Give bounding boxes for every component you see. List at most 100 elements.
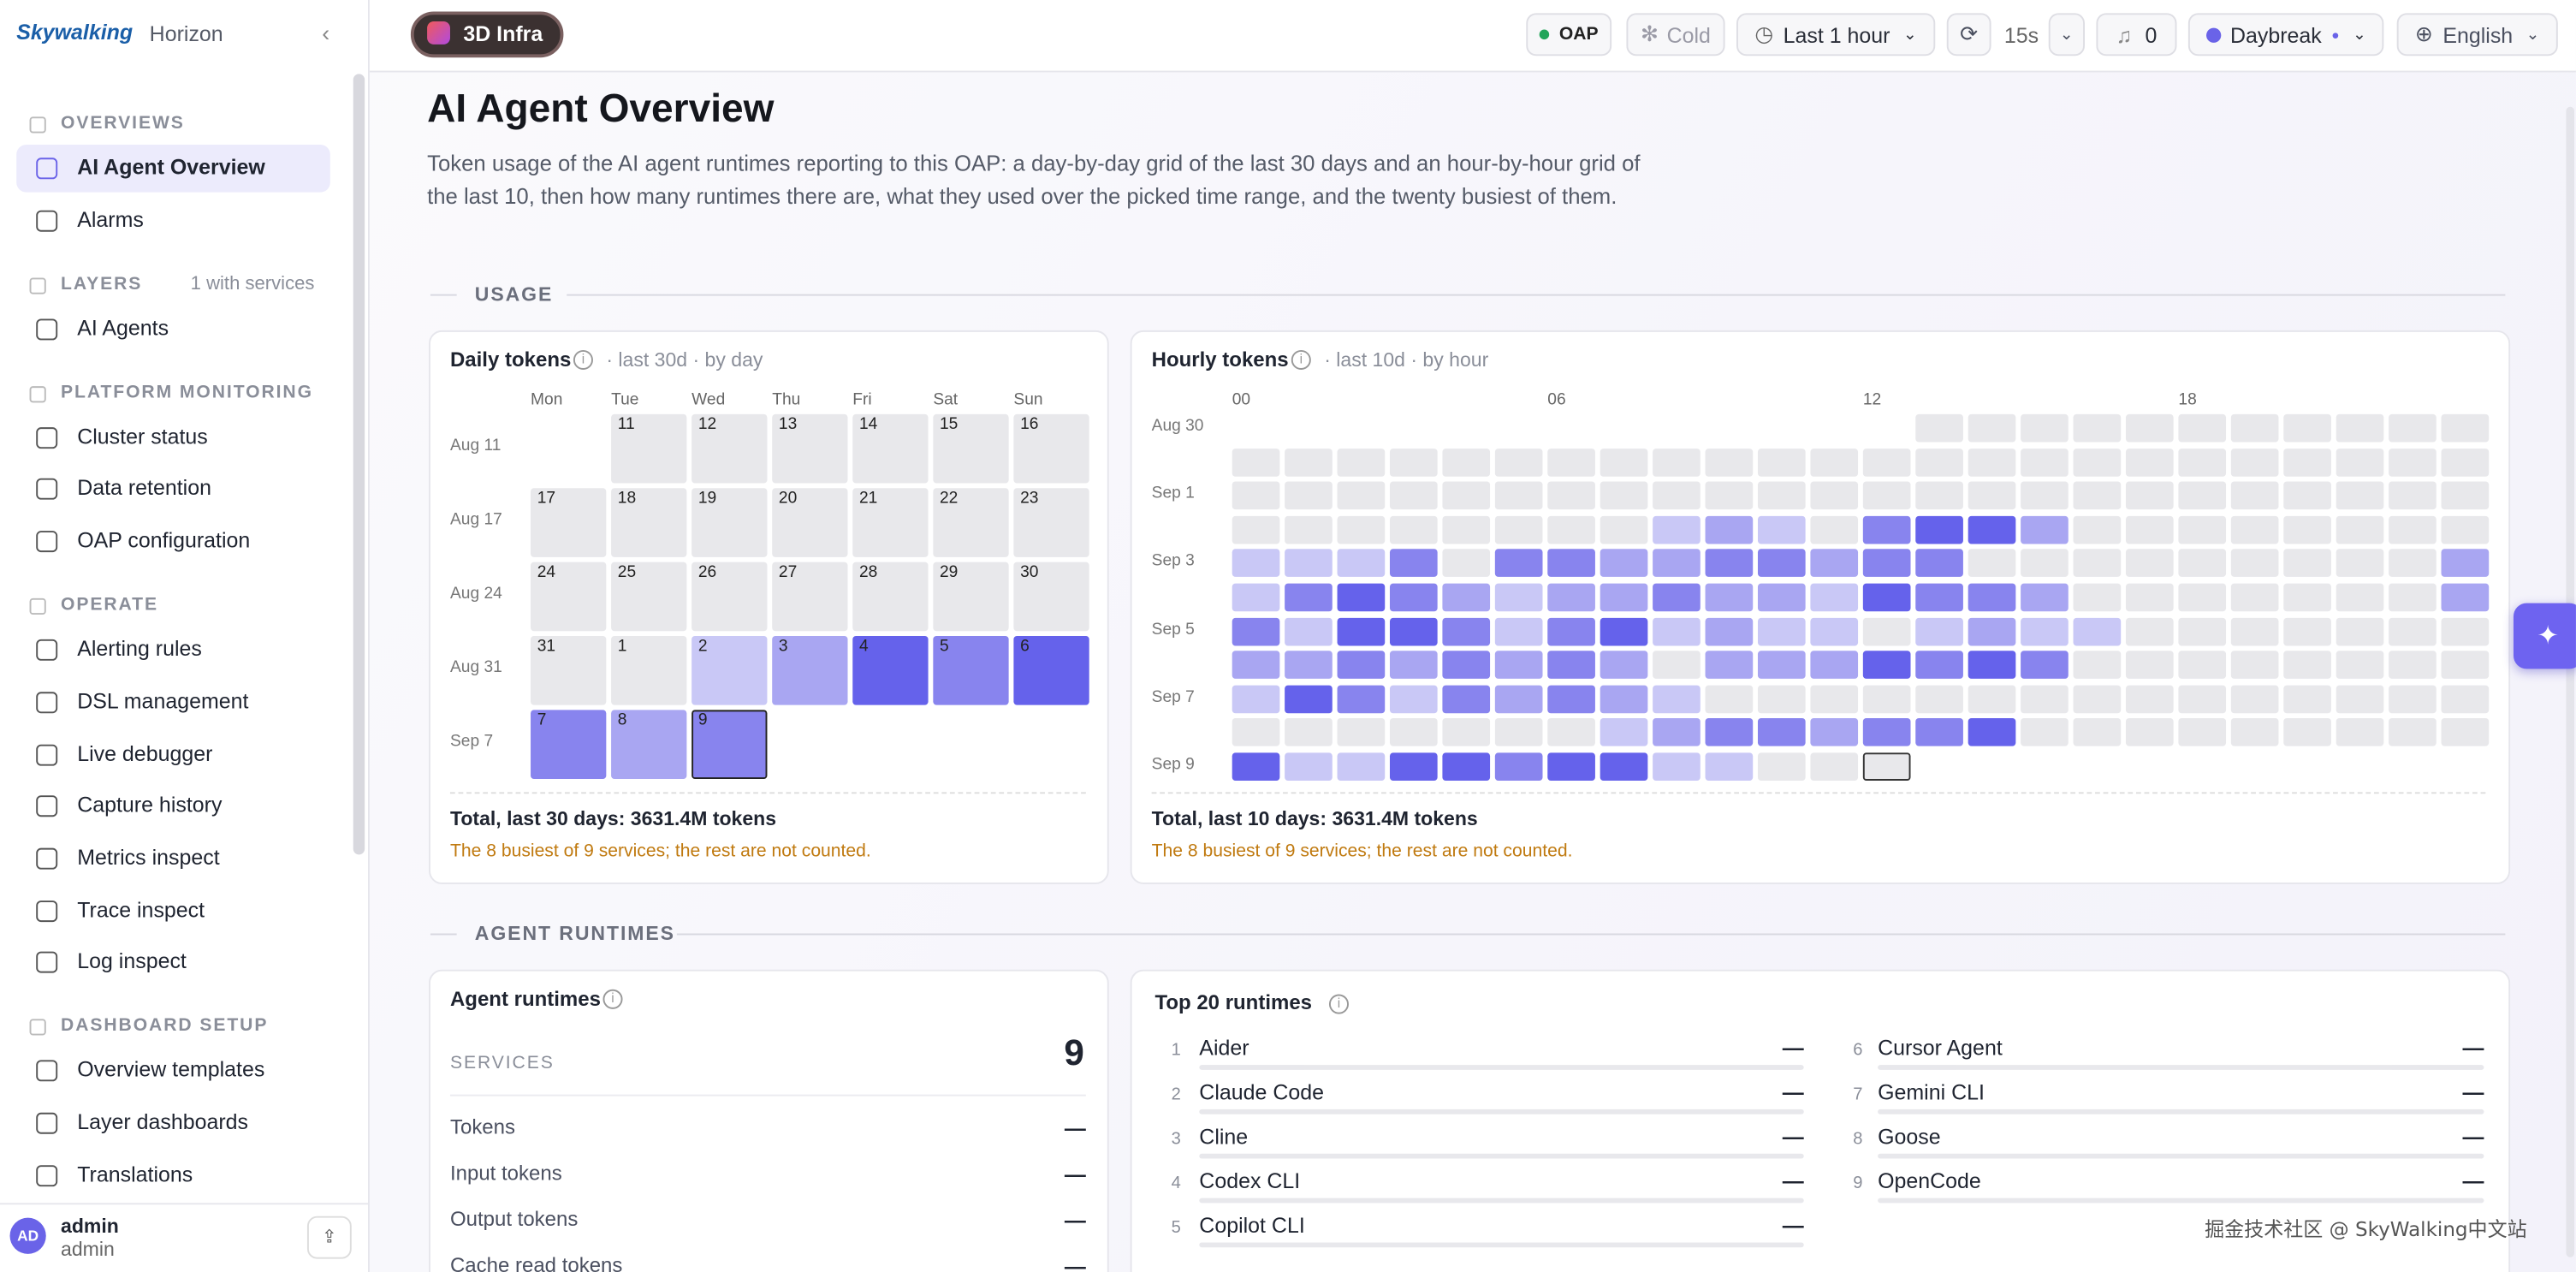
hour-cell [2073, 651, 2122, 680]
hour-cell [1862, 549, 1911, 578]
nav-item[interactable]: Translations [77, 1161, 193, 1186]
nav-item[interactable]: Cluster status [77, 423, 208, 449]
runtime-name[interactable]: Copilot CLI [1199, 1212, 1305, 1238]
nav-item[interactable]: AI Agents [77, 315, 169, 340]
hour-cell [1547, 685, 1595, 713]
nav-item[interactable]: AI Agent Overview [77, 154, 265, 180]
refresh-button[interactable]: ⟳ [1946, 13, 1991, 56]
hour-cell [2389, 413, 2437, 443]
metric-value: — [1064, 1253, 1086, 1272]
runtime-name[interactable]: Aider [1199, 1035, 1249, 1061]
nav-item[interactable]: Log inspect [77, 948, 187, 974]
alerts-count: 0 [2145, 21, 2158, 47]
hour-cell [2230, 413, 2279, 443]
hour-cell [1810, 515, 1859, 544]
day-cell [611, 636, 687, 705]
nav-item[interactable]: Overview templates [77, 1057, 265, 1082]
hour-cell [2178, 617, 2227, 645]
hour-cell [2230, 718, 2279, 747]
runtime-name[interactable]: Goose [1878, 1124, 1941, 1150]
layer-pill[interactable] [410, 11, 564, 58]
hour-cell [1705, 583, 1754, 612]
section-title: USAGE [474, 282, 554, 306]
time-range[interactable]: ◷ Last 1 hour ⌄ [1736, 13, 1936, 56]
nav-item[interactable]: DSL management [77, 688, 249, 713]
logout-button[interactable]: ⇪ [306, 1216, 352, 1259]
hour-cell [1705, 515, 1754, 544]
hour-cell [1337, 583, 1386, 612]
hour-cell [1705, 481, 1754, 510]
card-title: Hourly tokens [1151, 348, 1289, 371]
runtime-name[interactable]: Cline [1199, 1124, 1249, 1150]
hour-cell [1600, 685, 1648, 713]
hour-cell [1494, 583, 1543, 612]
hour-cell [1862, 651, 1911, 680]
item-icon [36, 795, 58, 817]
hour-cell [1547, 651, 1595, 680]
hour-cell [2230, 549, 2279, 578]
services-label: SERVICES [449, 1053, 555, 1073]
runtime-name[interactable]: Claude Code [1199, 1079, 1324, 1105]
layer-label: 3D Infra [463, 21, 543, 46]
nav-item[interactable]: Metrics inspect [77, 844, 220, 870]
hour-cell [1968, 718, 2016, 747]
hour-cell [2178, 413, 2227, 443]
alerts-button[interactable]: ♫ 0 [2096, 13, 2177, 56]
day-cell [531, 488, 607, 557]
assistant-button[interactable]: ✦ [2513, 603, 2576, 669]
nav-item[interactable]: Data retention [77, 475, 211, 501]
day-number: 15 [940, 415, 959, 434]
card-rule [1151, 792, 2486, 794]
hour-cell [2125, 685, 2174, 713]
nav-item[interactable]: Trace inspect [77, 896, 205, 922]
interval-dropdown[interactable]: ⌄ [2048, 13, 2085, 56]
hour-cell [1337, 651, 1386, 680]
day-number: 2 [697, 637, 708, 657]
hour-cell [1337, 515, 1386, 544]
top-runtimes-card [1130, 969, 2511, 1272]
day-cell [691, 488, 768, 557]
nav-item[interactable]: Live debugger [77, 740, 213, 765]
nav-item[interactable]: Layer dashboards [77, 1109, 249, 1134]
chevron: ⌄ [1902, 25, 1917, 44]
theme-picker[interactable]: Daybreak ● ⌄ [2187, 13, 2384, 56]
brand[interactable]: Skywalking [16, 20, 134, 45]
day-cell [852, 413, 929, 484]
collapse-button[interactable]: ‹ [322, 20, 330, 46]
nav-item[interactable]: Alarms [77, 206, 144, 232]
nav-item[interactable]: Alerting rules [77, 636, 202, 661]
main-scrollbar[interactable] [2566, 106, 2575, 1257]
runtime-name[interactable]: Gemini CLI [1878, 1079, 1985, 1105]
hour-cell [1705, 448, 1754, 476]
hour-cell [2125, 617, 2174, 645]
hour-cell [1285, 651, 1333, 680]
runtime-name[interactable]: OpenCode [1878, 1168, 1981, 1193]
hour-cell [1915, 549, 1963, 578]
runtime-name[interactable]: Codex CLI [1199, 1168, 1301, 1193]
card-meta: · last 30d · by day [606, 348, 763, 371]
card-rule [449, 792, 1086, 794]
oap-status[interactable]: OAP [1526, 13, 1612, 56]
hour-cell [2073, 515, 2122, 544]
day-cell [691, 710, 768, 780]
status-dot [1539, 29, 1550, 40]
weekday: Sun [1013, 390, 1043, 410]
language-picker[interactable]: ⊕ English ⌄ [2396, 13, 2558, 56]
cold-toggle[interactable]: ✻ Cold [1626, 13, 1725, 56]
sidebar-scrollbar[interactable] [353, 74, 365, 855]
day-cell [531, 562, 607, 632]
hour-cell [2441, 515, 2490, 544]
nav-item[interactable]: Capture history [77, 792, 223, 817]
hour-cell [1600, 515, 1648, 544]
hour-cell [1915, 515, 1963, 544]
hour-cell [1232, 718, 1280, 747]
runtime-name[interactable]: Cursor Agent [1878, 1035, 2003, 1061]
nav-item[interactable]: OAP configuration [77, 527, 251, 553]
hour-cell [1968, 448, 2016, 476]
hour-cell [2178, 718, 2227, 747]
hour-cell [1389, 651, 1438, 680]
day-cell [691, 413, 768, 484]
section-rule [676, 933, 2506, 936]
refresh-interval[interactable]: 15s [2003, 22, 2039, 48]
hour-cell [1232, 448, 1280, 476]
